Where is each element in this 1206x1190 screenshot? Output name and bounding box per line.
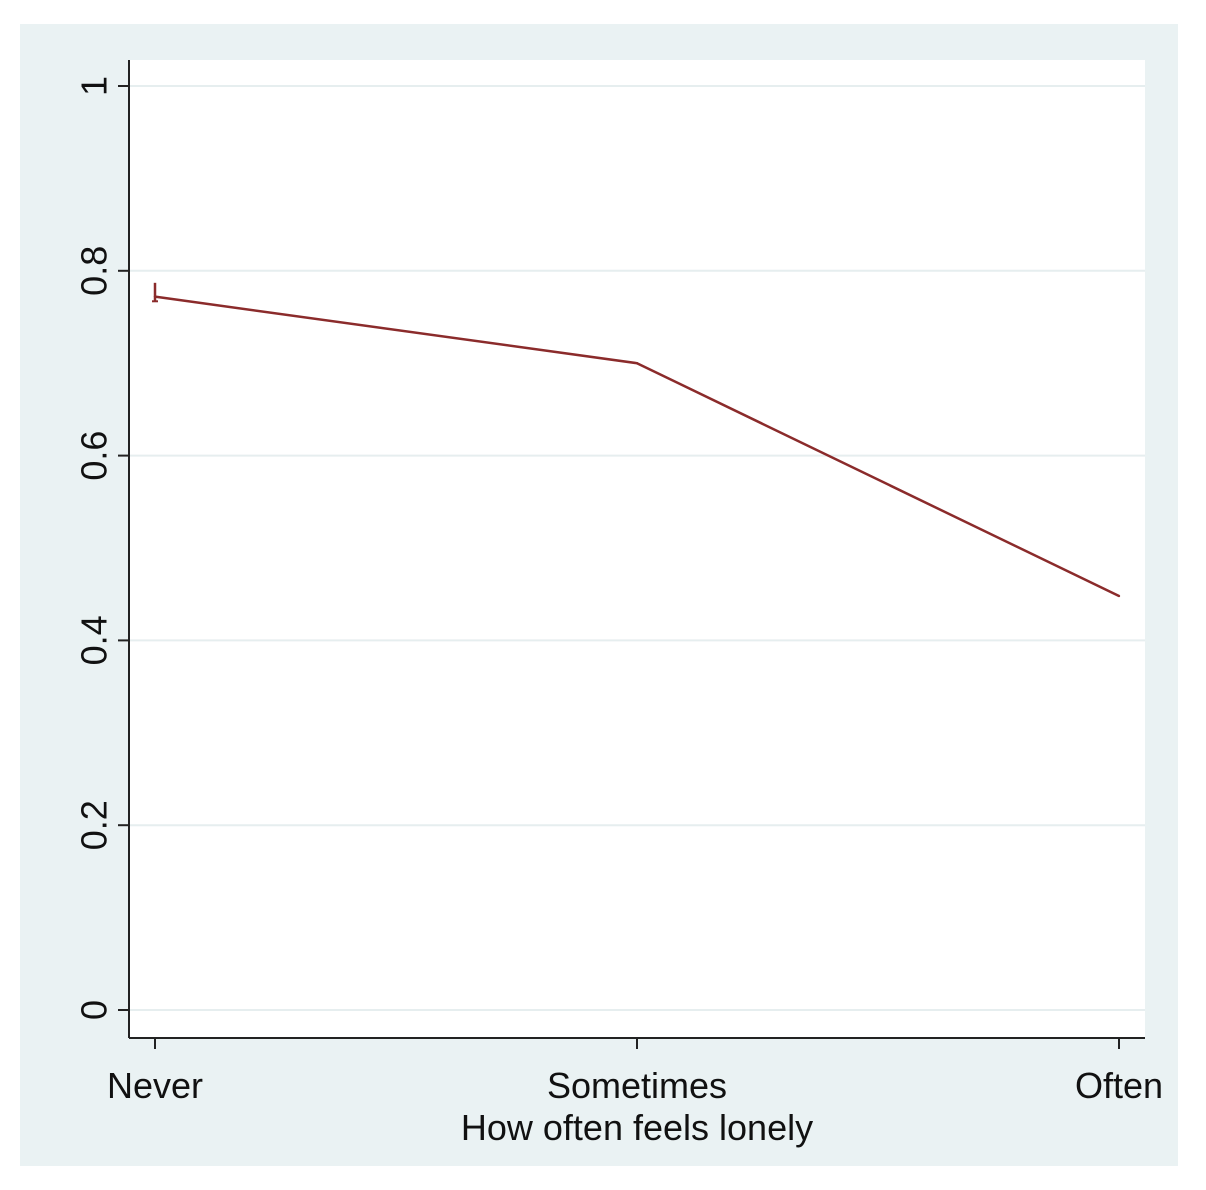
y-axis: 0 0.2 0.4 0.6 0.8 1 [74,60,130,1038]
x-tick-label: Often [1075,1065,1163,1106]
series-group [152,282,1121,598]
x-tick-label: Sometimes [547,1065,727,1106]
y-tick-label: 0.2 [74,800,115,850]
y-tick-label: 0.6 [74,431,115,481]
error-bar [152,282,158,303]
y-tick-label: 0.8 [74,246,115,296]
plot-area [129,60,1145,1038]
y-tick-label: 0 [74,1000,115,1020]
data-point [635,362,639,365]
x-axis-title: How often feels lonely [461,1107,813,1148]
x-axis: Never Sometimes Often [107,1037,1163,1106]
y-tick-label: 0.4 [74,615,115,665]
gridlines [130,85,1145,1011]
y-tick-label: 1 [74,76,115,96]
data-point [1117,594,1121,598]
x-tick-label: Never [107,1065,203,1106]
